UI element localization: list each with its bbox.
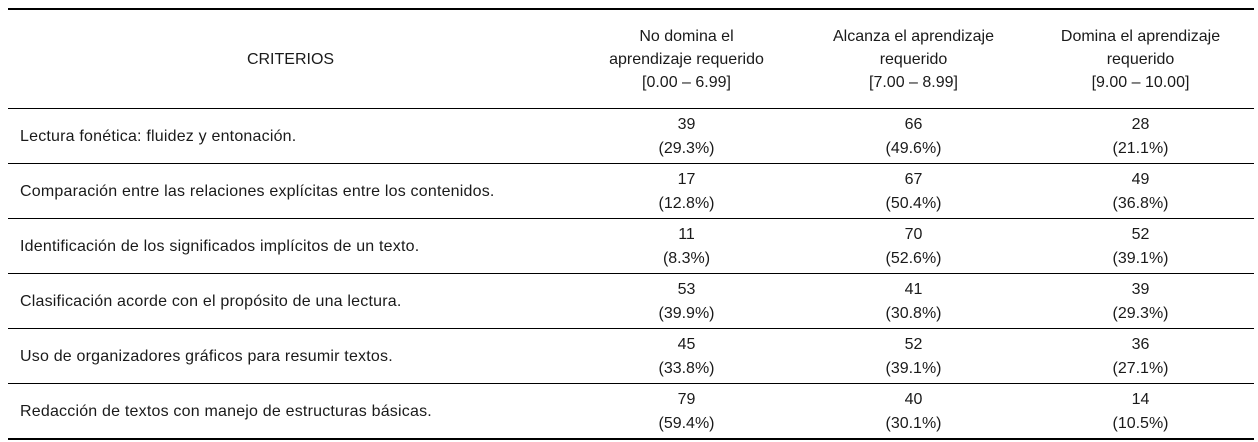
percent-value: (49.6%) <box>885 140 942 157</box>
percent-value: (12.8%) <box>658 195 715 212</box>
percent-value: (30.8%) <box>885 305 942 322</box>
percent-value: (30.1%) <box>885 415 942 432</box>
count-value: 28 <box>1131 116 1150 133</box>
header-level2-line2: requerido <box>879 50 948 68</box>
percent-value: (50.4%) <box>885 195 942 212</box>
level2-cell: 40 (30.1%) <box>800 384 1027 440</box>
table-row: Lectura fonética: fluidez y entonación. … <box>8 109 1254 164</box>
criterion-cell: Clasificación acorde con el propósito de… <box>20 293 402 310</box>
level3-cell: 36 (27.1%) <box>1027 329 1254 384</box>
count-value: 39 <box>1131 281 1150 298</box>
level3-cell: 39 (29.3%) <box>1027 274 1254 329</box>
level1-cell: 79 (59.4%) <box>573 384 800 440</box>
header-level3-line1: Domina el aprendizaje <box>1060 27 1221 45</box>
header-level3-line2: requerido <box>1106 50 1175 68</box>
percent-value: (33.8%) <box>658 360 715 377</box>
level1-cell: 17 (12.8%) <box>573 164 800 219</box>
level2-cell: 52 (39.1%) <box>800 329 1027 384</box>
header-level2-line1: Alcanza el aprendizaje <box>833 27 994 45</box>
header-level2-range: [7.00 – 8.99] <box>869 73 958 91</box>
criterion-cell: Redacción de textos con manejo de estruc… <box>20 403 432 420</box>
count-value: 53 <box>677 281 696 298</box>
count-value: 39 <box>677 116 696 133</box>
count-value: 45 <box>677 336 696 353</box>
criterion-cell: Lectura fonética: fluidez y entonación. <box>20 128 297 145</box>
header-level1-line2: aprendizaje requerido <box>609 50 764 68</box>
percent-value: (39.9%) <box>658 305 715 322</box>
count-value: 70 <box>904 226 923 243</box>
table-row: Clasificación acorde con el propósito de… <box>8 274 1254 329</box>
criterion-cell: Uso de organizadores gráficos para resum… <box>20 348 393 365</box>
percent-value: (39.1%) <box>885 360 942 377</box>
percent-value: (27.1%) <box>1112 360 1169 377</box>
level2-cell: 66 (49.6%) <box>800 109 1027 164</box>
header-level3-range: [9.00 – 10.00] <box>1091 73 1190 91</box>
count-value: 14 <box>1131 391 1150 408</box>
count-value: 40 <box>904 391 923 408</box>
criterion-cell: Comparación entre las relaciones explíci… <box>20 183 495 200</box>
count-value: 11 <box>678 226 695 243</box>
level2-cell: 41 (30.8%) <box>800 274 1027 329</box>
table-row: Redacción de textos con manejo de estruc… <box>8 384 1254 440</box>
table-row: Uso de organizadores gráficos para resum… <box>8 329 1254 384</box>
count-value: 79 <box>677 391 696 408</box>
level1-cell: 53 (39.9%) <box>573 274 800 329</box>
results-table: CRITERIOS No domina el aprendizaje reque… <box>8 8 1254 440</box>
count-value: 52 <box>904 336 923 353</box>
table-header: CRITERIOS No domina el aprendizaje reque… <box>8 9 1254 109</box>
percent-value: (10.5%) <box>1112 415 1169 432</box>
level3-cell: 28 (21.1%) <box>1027 109 1254 164</box>
header-criteria: CRITERIOS <box>246 50 335 68</box>
level3-cell: 14 (10.5%) <box>1027 384 1254 440</box>
level2-cell: 67 (50.4%) <box>800 164 1027 219</box>
results-table-container: CRITERIOS No domina el aprendizaje reque… <box>8 8 1254 440</box>
count-value: 66 <box>904 116 923 133</box>
header-level1-line1: No domina el <box>639 27 734 45</box>
level1-cell: 11 (8.3%) <box>573 219 800 274</box>
count-value: 36 <box>1131 336 1150 353</box>
level2-cell: 70 (52.6%) <box>800 219 1027 274</box>
table-row: Comparación entre las relaciones explíci… <box>8 164 1254 219</box>
count-value: 17 <box>677 171 696 188</box>
header-level-masters: Domina el aprendizaje requerido [9.00 – … <box>1027 9 1254 109</box>
level3-cell: 52 (39.1%) <box>1027 219 1254 274</box>
count-value: 41 <box>904 281 923 298</box>
percent-value: (29.3%) <box>1112 305 1169 322</box>
percent-value: (8.3%) <box>662 250 711 267</box>
percent-value: (36.8%) <box>1112 195 1169 212</box>
table-body: Lectura fonética: fluidez y entonación. … <box>8 109 1254 440</box>
percent-value: (39.1%) <box>1112 250 1169 267</box>
percent-value: (52.6%) <box>885 250 942 267</box>
level3-cell: 49 (36.8%) <box>1027 164 1254 219</box>
header-row: CRITERIOS No domina el aprendizaje reque… <box>8 9 1254 109</box>
header-level-not-mastered: No domina el aprendizaje requerido [0.00… <box>573 9 800 109</box>
count-value: 49 <box>1131 171 1150 188</box>
count-value: 67 <box>904 171 923 188</box>
percent-value: (29.3%) <box>658 140 715 157</box>
header-level1-range: [0.00 – 6.99] <box>642 73 731 91</box>
count-value: 52 <box>1131 226 1150 243</box>
level1-cell: 39 (29.3%) <box>573 109 800 164</box>
percent-value: (21.1%) <box>1112 140 1169 157</box>
criterion-cell: Identificación de los significados implí… <box>20 238 420 255</box>
header-level-reaches: Alcanza el aprendizaje requerido [7.00 –… <box>800 9 1027 109</box>
percent-value: (59.4%) <box>658 415 715 432</box>
table-row: Identificación de los significados implí… <box>8 219 1254 274</box>
level1-cell: 45 (33.8%) <box>573 329 800 384</box>
